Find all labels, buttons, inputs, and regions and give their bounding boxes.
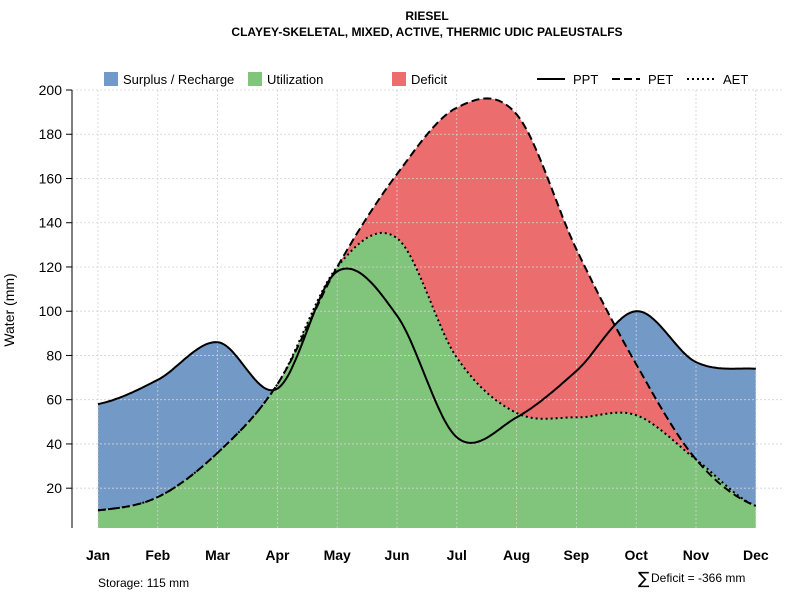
legend-label-pet: PET (648, 72, 673, 87)
y-tick-label-20: 20 (46, 480, 62, 496)
chart-title: RIESEL (405, 9, 448, 23)
x-tick-label-mar: Mar (205, 547, 230, 563)
legend: Surplus / Recharge Utilization Deficit P… (104, 72, 748, 87)
x-tick-label-sep: Sep (564, 547, 590, 563)
x-tick-label-nov: Nov (683, 547, 710, 563)
x-tick-label-may: May (324, 547, 351, 563)
x-tick-label-aug: Aug (503, 547, 530, 563)
y-tick-label-60: 60 (46, 392, 62, 408)
x-tick-label-oct: Oct (625, 547, 649, 563)
x-tick-label-jun: Jun (385, 547, 410, 563)
legend-swatch-surplus (104, 72, 118, 86)
y-tick-label-40: 40 (46, 436, 62, 452)
deficit-area (98, 98, 756, 511)
legend-label-surplus: Surplus / Recharge (123, 72, 234, 87)
x-tick-label-jul: Jul (447, 547, 467, 563)
deficit-sum-symbol: ∑ (638, 569, 650, 589)
y-tick-label-120: 120 (39, 259, 63, 275)
y-tick-label-140: 140 (39, 215, 63, 231)
plot-area: 20 40 60 80 100 120 140 160 180 200 Jan Feb Mar Apr Ma… (39, 82, 782, 563)
legend-label-utilization: Utilization (267, 72, 323, 87)
storage-note: Storage: 115 mm (98, 576, 189, 590)
x-tick-label-feb: Feb (145, 547, 170, 563)
ppt-line (97, 267, 756, 444)
y-axis-label: Water (mm) (1, 273, 17, 346)
x-tick-label-apr: Apr (265, 547, 290, 563)
x-tick-label-jan: Jan (86, 547, 110, 563)
legend-label-deficit: Deficit (411, 72, 448, 87)
pet-line (97, 97, 757, 512)
legend-swatch-utilization (248, 72, 262, 86)
deficit-note: Deficit = -366 mm (651, 571, 745, 585)
y-tick-label-80: 80 (46, 347, 62, 363)
y-tick-label-180: 180 (39, 126, 63, 142)
y-tick-label-100: 100 (39, 303, 63, 319)
legend-label-aet: AET (723, 72, 748, 87)
legend-swatch-deficit (392, 72, 406, 86)
chart-subtitle: CLAYEY-SKELETAL, MIXED, ACTIVE, THERMIC … (231, 25, 622, 39)
y-tick-label-200: 200 (39, 82, 63, 98)
aet-line (97, 231, 757, 512)
legend-label-ppt: PPT (573, 72, 598, 87)
y-tick-label-160: 160 (39, 170, 63, 186)
x-tick-label-dec: Dec (743, 547, 769, 563)
